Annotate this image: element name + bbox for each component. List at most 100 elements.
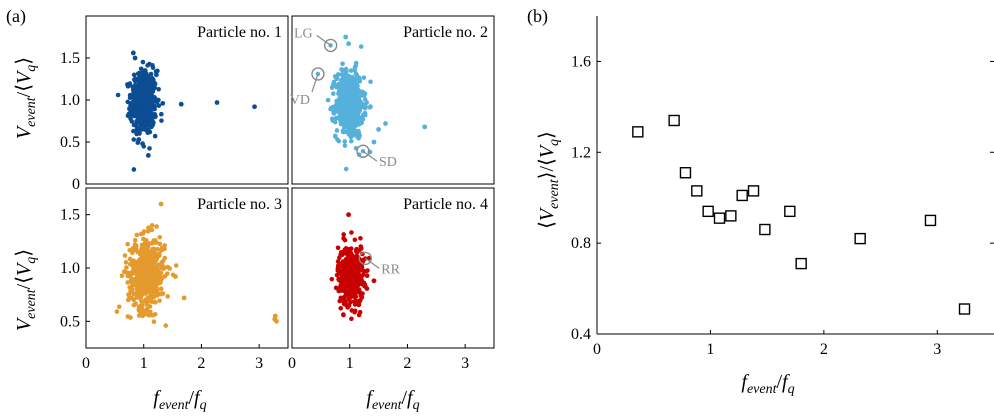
data-point xyxy=(153,97,159,102)
data-point-square xyxy=(747,185,760,197)
data-point xyxy=(351,90,356,96)
data-point xyxy=(348,100,353,106)
data-point-square xyxy=(795,257,807,270)
data-point xyxy=(148,71,154,77)
data-point xyxy=(359,295,365,300)
data-point xyxy=(135,270,141,276)
data-point xyxy=(356,312,362,318)
data-point xyxy=(155,253,161,259)
data-point-square xyxy=(725,210,737,222)
data-point xyxy=(154,265,159,271)
data-point xyxy=(371,139,377,145)
data-point xyxy=(346,95,352,100)
data-point xyxy=(342,139,348,144)
data-point xyxy=(338,121,344,127)
data-point-square xyxy=(713,212,726,224)
data-point xyxy=(149,299,154,304)
data-point xyxy=(125,297,131,303)
data-point xyxy=(146,225,151,231)
data-point xyxy=(358,244,364,249)
data-point xyxy=(140,59,146,65)
data-point xyxy=(357,298,363,304)
data-point xyxy=(135,140,141,145)
data-point xyxy=(131,167,137,172)
data-point xyxy=(331,91,336,96)
data-point xyxy=(178,101,184,107)
data-point xyxy=(330,118,336,123)
data-point xyxy=(159,118,164,123)
data-point xyxy=(335,101,340,106)
svg-text:Vevent/⟨Vq⟩: Vevent/⟨Vq⟩ xyxy=(13,249,39,331)
data-point xyxy=(334,76,339,82)
data-point-square xyxy=(632,126,644,138)
data-point xyxy=(145,229,151,234)
y-tick-label: 1.6 xyxy=(571,53,591,70)
data-point xyxy=(349,308,355,313)
plot-area xyxy=(115,50,257,172)
data-point xyxy=(149,295,155,300)
data-point xyxy=(134,131,139,137)
data-point xyxy=(340,118,346,123)
data-point xyxy=(160,247,165,252)
data-point xyxy=(173,274,178,279)
data-point xyxy=(153,114,158,119)
data-point xyxy=(128,315,133,320)
data-point-square xyxy=(924,214,937,227)
data-point xyxy=(353,71,359,76)
svg-text:fevent/fq: fevent/fq xyxy=(366,387,419,413)
x-tick-label: 2 xyxy=(197,355,205,372)
svg-text:RR: RR xyxy=(381,262,400,277)
svg-text:Vevent/⟨Vq⟩: Vevent/⟨Vq⟩ xyxy=(13,57,39,139)
data-point xyxy=(126,111,132,117)
data-point-square xyxy=(854,232,866,245)
data-point xyxy=(350,132,355,137)
x-tick-label: 2 xyxy=(820,341,828,358)
data-point xyxy=(365,268,370,273)
data-point xyxy=(342,143,348,148)
panel-title: Particle no. 2 xyxy=(403,24,488,41)
data-point xyxy=(155,68,160,74)
data-point xyxy=(125,99,131,105)
data-point xyxy=(136,313,142,318)
xlabel-left: fevent/fq xyxy=(153,387,206,413)
data-point xyxy=(137,70,142,76)
data-point xyxy=(348,68,354,73)
data-point xyxy=(125,280,131,285)
data-point xyxy=(138,88,144,94)
xlabel-b: fevent/fq xyxy=(741,371,794,397)
svg-text:SD: SD xyxy=(379,155,397,170)
data-point xyxy=(154,287,160,293)
data-point xyxy=(181,295,187,301)
data-point xyxy=(138,295,144,300)
data-point xyxy=(134,86,140,92)
data-point xyxy=(135,265,141,270)
scatter-panel-particle-2: Particle no. 2 LG VD SD xyxy=(290,15,495,185)
data-point xyxy=(131,302,137,308)
data-point xyxy=(143,284,149,290)
data-point xyxy=(149,227,155,233)
data-point xyxy=(350,122,355,128)
data-point-square xyxy=(702,205,714,218)
annotation-lg: LG xyxy=(294,26,338,53)
data-point xyxy=(341,236,346,241)
data-point xyxy=(147,309,153,315)
data-point xyxy=(272,316,278,322)
data-point xyxy=(141,236,146,242)
data-point xyxy=(134,289,140,295)
data-point xyxy=(130,245,136,251)
data-point xyxy=(343,67,348,72)
data-point xyxy=(151,271,156,277)
data-point xyxy=(343,111,349,117)
data-point xyxy=(339,269,345,275)
data-point xyxy=(346,271,352,277)
xlabel-right: fevent/fq xyxy=(366,387,419,413)
data-point xyxy=(334,128,340,133)
data-point xyxy=(144,258,150,264)
data-point xyxy=(134,125,140,131)
data-point xyxy=(348,138,354,144)
data-point xyxy=(162,274,168,279)
data-point xyxy=(158,286,164,292)
data-point xyxy=(143,90,148,96)
plot-area xyxy=(325,34,428,172)
plot-area xyxy=(114,201,279,328)
